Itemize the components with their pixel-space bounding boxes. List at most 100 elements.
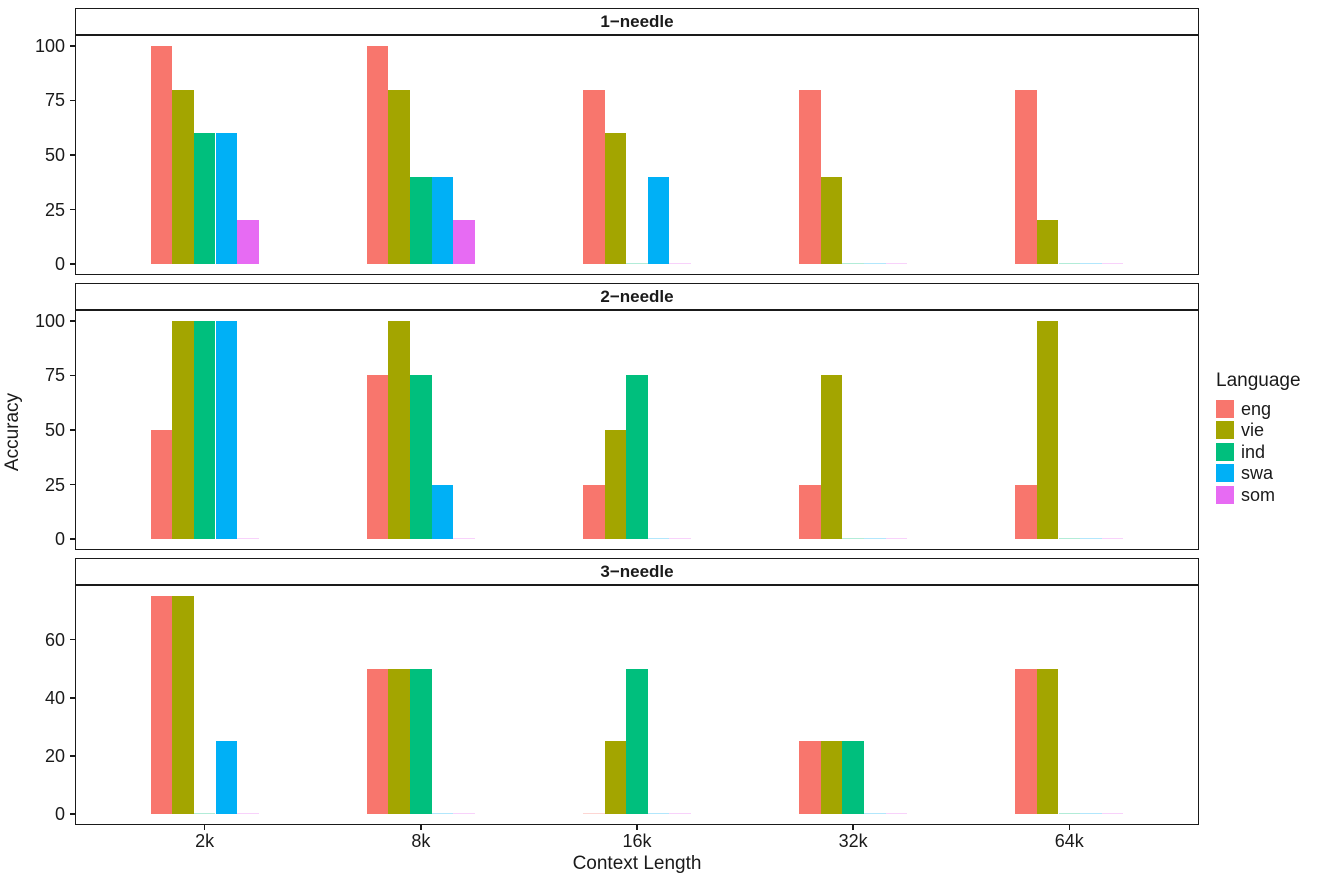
facet-strip-label: 3−needle — [600, 561, 674, 581]
x-tick — [636, 825, 638, 830]
facet-strip: 3−needle — [75, 558, 1199, 585]
bar-eng — [582, 813, 605, 815]
bar-vie — [172, 595, 194, 815]
y-tick-label: 100 — [34, 310, 65, 331]
legend-item-label: vie — [1241, 420, 1265, 441]
x-tick-label: 2k — [195, 831, 215, 851]
y-tick-label: 100 — [34, 35, 65, 56]
bar-vie — [388, 89, 411, 265]
bar-vie — [604, 133, 627, 265]
facet-strip-label: 2−needle — [600, 286, 674, 306]
legend-item-label: eng — [1241, 398, 1272, 419]
bar-eng — [366, 668, 389, 815]
bar-eng — [150, 430, 173, 540]
bar-ind — [410, 668, 432, 815]
bar-som — [453, 813, 475, 815]
y-tick-label: 50 — [44, 145, 65, 165]
bar-swa — [431, 176, 454, 265]
y-tick-label: 60 — [44, 629, 65, 650]
bar-ind — [842, 263, 864, 265]
legend-key-swatch — [1216, 464, 1234, 483]
bar-ind — [626, 263, 648, 265]
y-tick — [70, 99, 75, 102]
y-tick-label: 25 — [44, 474, 65, 495]
bar-eng — [582, 89, 605, 265]
bar-vie — [604, 430, 627, 540]
bar-som — [669, 263, 692, 265]
bar-eng — [150, 45, 173, 265]
y-tick — [70, 263, 75, 265]
y-tick — [70, 813, 75, 815]
bar-vie — [820, 176, 843, 265]
x-tick-label: 8k — [411, 831, 431, 851]
y-tick — [70, 208, 75, 211]
facet-strip: 1−needle — [75, 8, 1199, 35]
legend-title: Language — [1216, 370, 1301, 391]
legend-item-label: swa — [1241, 463, 1274, 484]
bar-ind — [1058, 263, 1081, 265]
bar-ind — [193, 813, 216, 815]
y-tick-label: 75 — [44, 90, 65, 111]
y-tick — [70, 374, 75, 377]
bar-eng — [1015, 484, 1037, 540]
bar-vie — [820, 741, 843, 815]
legend-item-label: ind — [1241, 441, 1266, 462]
legend-item: ind — [1216, 441, 1328, 463]
bar-ind — [626, 375, 648, 540]
bar-eng — [799, 484, 821, 540]
bar-swa — [1080, 538, 1102, 540]
x-tick — [852, 825, 854, 830]
y-tick-label: 0 — [54, 529, 65, 550]
bar-eng — [366, 375, 389, 540]
x-tick — [203, 825, 206, 830]
bar-ind — [410, 176, 432, 265]
bar-vie — [388, 320, 411, 540]
bar-swa — [215, 320, 238, 540]
y-tick — [70, 696, 75, 699]
bar-ind — [1058, 813, 1081, 815]
y-tick — [70, 154, 75, 156]
bar-swa — [863, 813, 886, 815]
bar-swa — [647, 176, 670, 265]
y-tick-label: 25 — [44, 199, 65, 220]
bar-som — [885, 263, 908, 265]
legend-item: eng — [1216, 398, 1328, 420]
bar-eng — [582, 484, 605, 540]
legend-item-label: som — [1241, 484, 1276, 505]
legend-items: eng vie ind swa som — [1216, 398, 1328, 506]
bar-som — [237, 813, 259, 815]
bar-swa — [431, 484, 454, 540]
facet-strip: 2−needle — [75, 283, 1199, 310]
bar-eng — [799, 741, 821, 815]
legend-key-swatch — [1216, 399, 1234, 418]
y-tick — [70, 483, 75, 486]
bar-eng — [150, 595, 173, 815]
bar-swa — [647, 538, 670, 540]
y-tick — [70, 755, 75, 757]
y-tick-label: 40 — [44, 687, 65, 708]
bar-vie — [388, 668, 411, 815]
y-tick-label: 20 — [44, 745, 65, 766]
y-tick-label: 50 — [44, 420, 65, 440]
bar-swa — [215, 741, 238, 815]
legend-item: som — [1216, 484, 1328, 506]
bar-som — [1101, 538, 1124, 540]
y-tick-label: 0 — [54, 254, 65, 275]
bar-ind — [842, 538, 864, 540]
bar-vie — [172, 320, 194, 540]
x-tick — [420, 825, 422, 830]
legend: Language eng vie ind swa som — [1216, 370, 1328, 506]
bar-swa — [1080, 263, 1102, 265]
x-tick-label: 16k — [622, 831, 652, 851]
bar-swa — [431, 813, 454, 815]
bar-vie — [1036, 668, 1059, 815]
y-tick — [70, 638, 75, 641]
x-axis-title: Context Length — [572, 853, 702, 874]
bar-som — [1101, 813, 1124, 815]
bar-eng — [366, 45, 389, 265]
bar-som — [453, 220, 475, 265]
y-tick — [70, 320, 75, 322]
bar-ind — [1058, 538, 1081, 540]
bar-som — [669, 813, 692, 815]
bar-som — [885, 538, 908, 540]
